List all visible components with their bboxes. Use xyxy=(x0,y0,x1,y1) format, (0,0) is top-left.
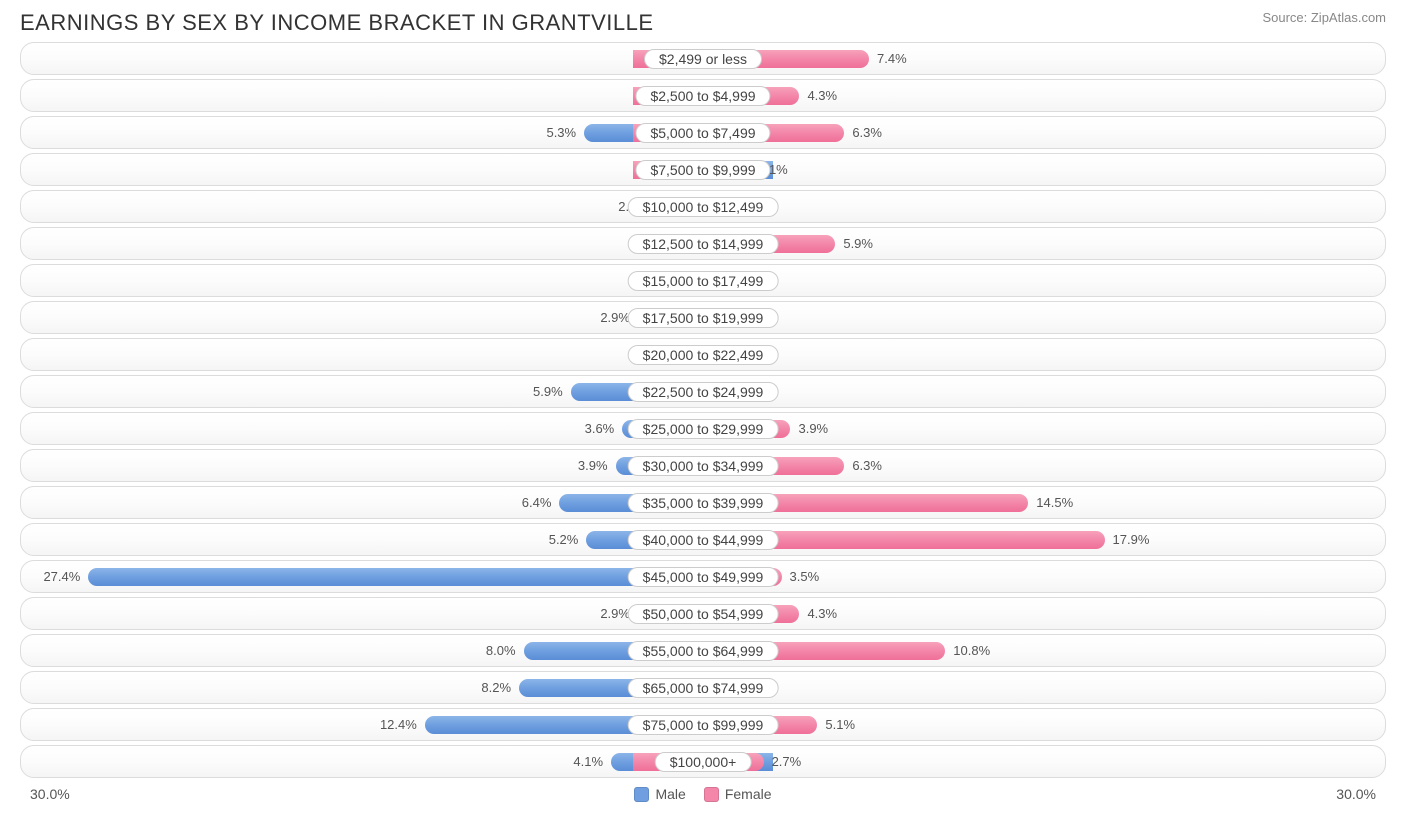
bracket-label: $17,500 to $19,999 xyxy=(628,308,779,328)
value-female: 3.9% xyxy=(798,421,828,436)
chart-row: $30,000 to $34,999 3.9% 6.3% xyxy=(20,449,1386,482)
legend-male: Male xyxy=(634,786,685,802)
axis-left-max: 30.0% xyxy=(30,786,70,802)
bracket-label: $55,000 to $64,999 xyxy=(628,641,779,661)
value-male: 2.9% xyxy=(600,310,630,325)
source-label: Source: ZipAtlas.com xyxy=(1262,10,1386,25)
chart-row: $12,500 to $14,9990.35%5.9% xyxy=(20,227,1386,260)
bracket-label: $25,000 to $29,999 xyxy=(628,419,779,439)
value-male: 8.0% xyxy=(486,643,516,658)
chart-row: $55,000 to $64,999 8.0% 10.8% xyxy=(20,634,1386,667)
value-male: 5.3% xyxy=(546,125,576,140)
chart-title: EARNINGS BY SEX BY INCOME BRACKET IN GRA… xyxy=(20,10,654,36)
chart-row: $2,499 or less0.58%7.4% xyxy=(20,42,1386,75)
value-male: 12.4% xyxy=(380,717,417,732)
bracket-label: $5,000 to $7,499 xyxy=(635,123,770,143)
value-female: 3.5% xyxy=(790,569,820,584)
chart-row: $7,500 to $9,9990.0%2.1% xyxy=(20,153,1386,186)
axis-right-max: 30.0% xyxy=(1336,786,1376,802)
female-swatch-icon xyxy=(704,787,719,802)
bracket-label: $40,000 to $44,999 xyxy=(628,530,779,550)
value-female: 7.4% xyxy=(877,51,907,66)
value-male: 3.9% xyxy=(578,458,608,473)
value-male: 4.1% xyxy=(573,754,603,769)
chart-row: $75,000 to $99,999 12.4% 5.1% xyxy=(20,708,1386,741)
chart-row: $50,000 to $54,9992.9% 4.3% xyxy=(20,597,1386,630)
chart-row: $17,500 to $19,9992.9%1.5% xyxy=(20,301,1386,334)
legend-female-label: Female xyxy=(725,786,772,802)
chart-row: $25,000 to $29,999 3.6% 3.9% xyxy=(20,412,1386,445)
chart-row: $65,000 to $74,9998.2%0.64% xyxy=(20,671,1386,704)
chart-row: $2,500 to $4,9990.0%4.3% xyxy=(20,79,1386,112)
bracket-label: $75,000 to $99,999 xyxy=(628,715,779,735)
value-male: 3.6% xyxy=(585,421,615,436)
bracket-label: $2,500 to $4,999 xyxy=(635,86,770,106)
chart-row: $5,000 to $7,499 5.3% 6.3% xyxy=(20,116,1386,149)
value-male: 2.9% xyxy=(600,606,630,621)
bracket-label: $15,000 to $17,499 xyxy=(628,271,779,291)
value-female: 6.3% xyxy=(852,125,882,140)
value-female: 14.5% xyxy=(1036,495,1073,510)
value-male: 5.2% xyxy=(549,532,579,547)
chart-row: $45,000 to $49,999 27.4% 3.5% xyxy=(20,560,1386,593)
chart-row: $100,000+ 4.1% 2.7% xyxy=(20,745,1386,778)
chart-row: $40,000 to $44,999 5.2% 17.9% xyxy=(20,523,1386,556)
bracket-label: $45,000 to $49,999 xyxy=(628,567,779,587)
chart-row: $10,000 to $12,4992.1%0.64% xyxy=(20,190,1386,223)
legend-female: Female xyxy=(704,786,772,802)
value-female: 2.7% xyxy=(772,754,802,769)
legend-male-label: Male xyxy=(655,786,685,802)
value-female: 6.3% xyxy=(852,458,882,473)
bracket-label: $65,000 to $74,999 xyxy=(628,678,779,698)
male-swatch-icon xyxy=(634,787,649,802)
value-female: 4.3% xyxy=(807,88,837,103)
bracket-label: $10,000 to $12,499 xyxy=(628,197,779,217)
chart-row: $15,000 to $17,4990.94%0.75% xyxy=(20,264,1386,297)
bracket-label: $20,000 to $22,499 xyxy=(628,345,779,365)
bracket-label: $2,499 or less xyxy=(644,49,762,69)
chart-row: $22,500 to $24,9995.9%0.64% xyxy=(20,375,1386,408)
chart-row: $35,000 to $39,999 6.4% 14.5% xyxy=(20,486,1386,519)
value-female: 5.1% xyxy=(825,717,855,732)
bracket-label: $35,000 to $39,999 xyxy=(628,493,779,513)
value-female: 17.9% xyxy=(1113,532,1150,547)
chart-body: $2,499 or less0.58%7.4% $2,500 to $4,9990… xyxy=(0,42,1406,778)
value-female: 4.3% xyxy=(807,606,837,621)
bracket-label: $30,000 to $34,999 xyxy=(628,456,779,476)
value-male: 6.4% xyxy=(522,495,552,510)
legend: Male Female xyxy=(634,786,771,802)
bracket-label: $12,500 to $14,999 xyxy=(628,234,779,254)
bracket-label: $100,000+ xyxy=(655,752,752,772)
value-male: 5.9% xyxy=(533,384,563,399)
value-female: 10.8% xyxy=(953,643,990,658)
chart-row: $20,000 to $22,4990.0%0.75% xyxy=(20,338,1386,371)
bracket-label: $22,500 to $24,999 xyxy=(628,382,779,402)
bracket-label: $7,500 to $9,999 xyxy=(635,160,770,180)
value-male: 8.2% xyxy=(481,680,511,695)
bracket-label: $50,000 to $54,999 xyxy=(628,604,779,624)
value-female: 5.9% xyxy=(843,236,873,251)
value-male: 27.4% xyxy=(43,569,80,584)
